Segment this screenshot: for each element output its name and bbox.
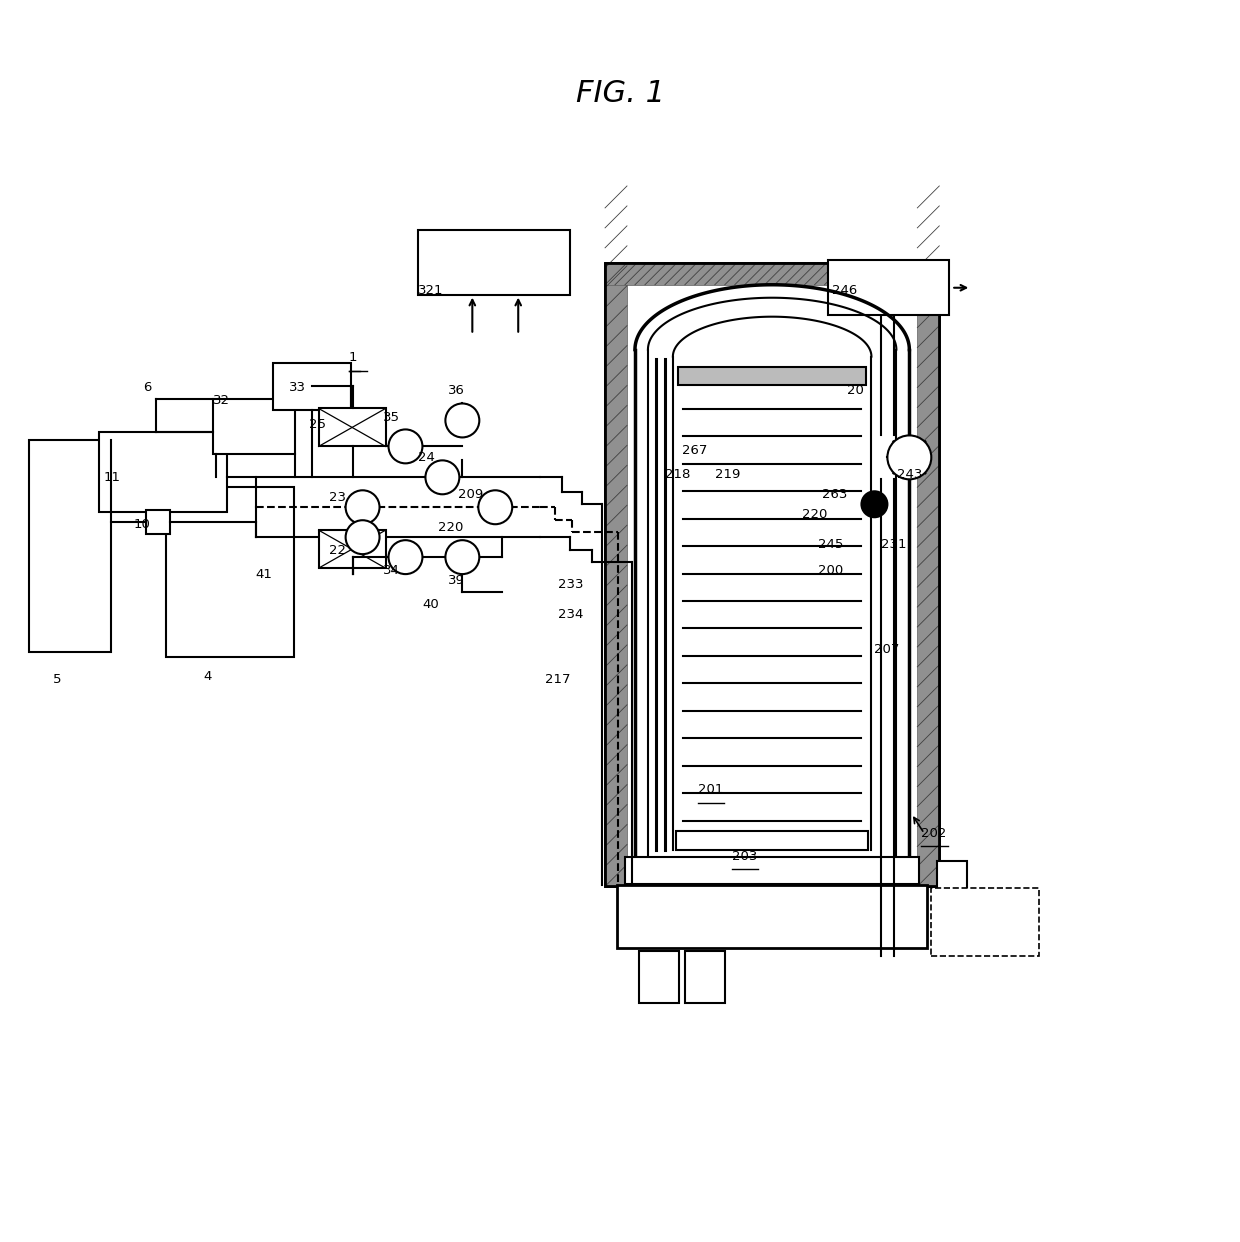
- Text: 6: 6: [143, 381, 151, 394]
- Circle shape: [388, 540, 423, 574]
- Text: 33: 33: [289, 381, 306, 394]
- Circle shape: [346, 520, 379, 554]
- Text: 200: 200: [817, 564, 843, 576]
- Text: 32: 32: [213, 394, 229, 407]
- Text: 245: 245: [817, 538, 843, 550]
- Bar: [918, 263, 939, 887]
- Bar: [605, 263, 939, 284]
- Text: 267: 267: [682, 443, 707, 457]
- Bar: [418, 230, 570, 294]
- Bar: [618, 886, 928, 948]
- Circle shape: [445, 404, 480, 437]
- Text: 23: 23: [329, 491, 346, 504]
- Bar: [319, 409, 386, 446]
- Text: 219: 219: [714, 468, 740, 481]
- Text: 209: 209: [459, 488, 484, 501]
- Bar: [30, 441, 112, 652]
- Text: 25: 25: [309, 419, 326, 431]
- Text: 5: 5: [53, 673, 62, 687]
- Circle shape: [388, 430, 423, 463]
- Text: 24: 24: [418, 451, 435, 463]
- Text: 203: 203: [732, 850, 758, 863]
- Text: 321: 321: [418, 284, 444, 297]
- Bar: [166, 487, 294, 657]
- Text: 1: 1: [348, 351, 357, 364]
- Text: 220: 220: [439, 520, 464, 534]
- Text: 218: 218: [665, 468, 691, 481]
- Circle shape: [346, 491, 379, 524]
- Circle shape: [445, 540, 480, 574]
- Bar: [937, 862, 967, 892]
- Text: 201: 201: [698, 784, 723, 796]
- Text: 40: 40: [423, 597, 439, 611]
- Text: 233: 233: [558, 578, 584, 591]
- Circle shape: [479, 491, 512, 524]
- Text: 263: 263: [822, 488, 847, 501]
- Text: 36: 36: [449, 384, 465, 397]
- Text: 20: 20: [847, 384, 864, 397]
- Bar: [625, 857, 919, 884]
- Text: 217: 217: [546, 673, 570, 687]
- Bar: [684, 951, 724, 1004]
- Text: 220: 220: [801, 508, 827, 520]
- Bar: [213, 400, 295, 455]
- Bar: [319, 530, 386, 568]
- Bar: [605, 263, 939, 887]
- Bar: [639, 951, 678, 1004]
- Circle shape: [425, 461, 459, 494]
- Bar: [678, 366, 867, 385]
- Text: 231: 231: [882, 538, 906, 550]
- Bar: [676, 831, 868, 851]
- Text: 202: 202: [921, 827, 946, 840]
- Text: 39: 39: [449, 574, 465, 586]
- Bar: [99, 432, 227, 512]
- Circle shape: [862, 492, 888, 517]
- Text: 11: 11: [103, 471, 120, 484]
- Text: 207: 207: [874, 643, 900, 657]
- Bar: [827, 260, 950, 314]
- Text: 243: 243: [898, 468, 923, 481]
- Text: 22: 22: [329, 544, 346, 556]
- Text: 234: 234: [558, 607, 584, 621]
- Text: 4: 4: [203, 671, 211, 683]
- Text: 41: 41: [255, 568, 273, 580]
- Text: 246: 246: [832, 284, 857, 297]
- Text: FIG. 1: FIG. 1: [575, 78, 665, 108]
- Text: 34: 34: [382, 564, 399, 576]
- Circle shape: [888, 436, 931, 479]
- Bar: [146, 510, 170, 534]
- Bar: [273, 363, 351, 410]
- Bar: [605, 263, 939, 887]
- Bar: [605, 263, 627, 887]
- Text: 35: 35: [382, 411, 399, 424]
- Text: 10: 10: [133, 518, 150, 530]
- Bar: [931, 888, 1039, 956]
